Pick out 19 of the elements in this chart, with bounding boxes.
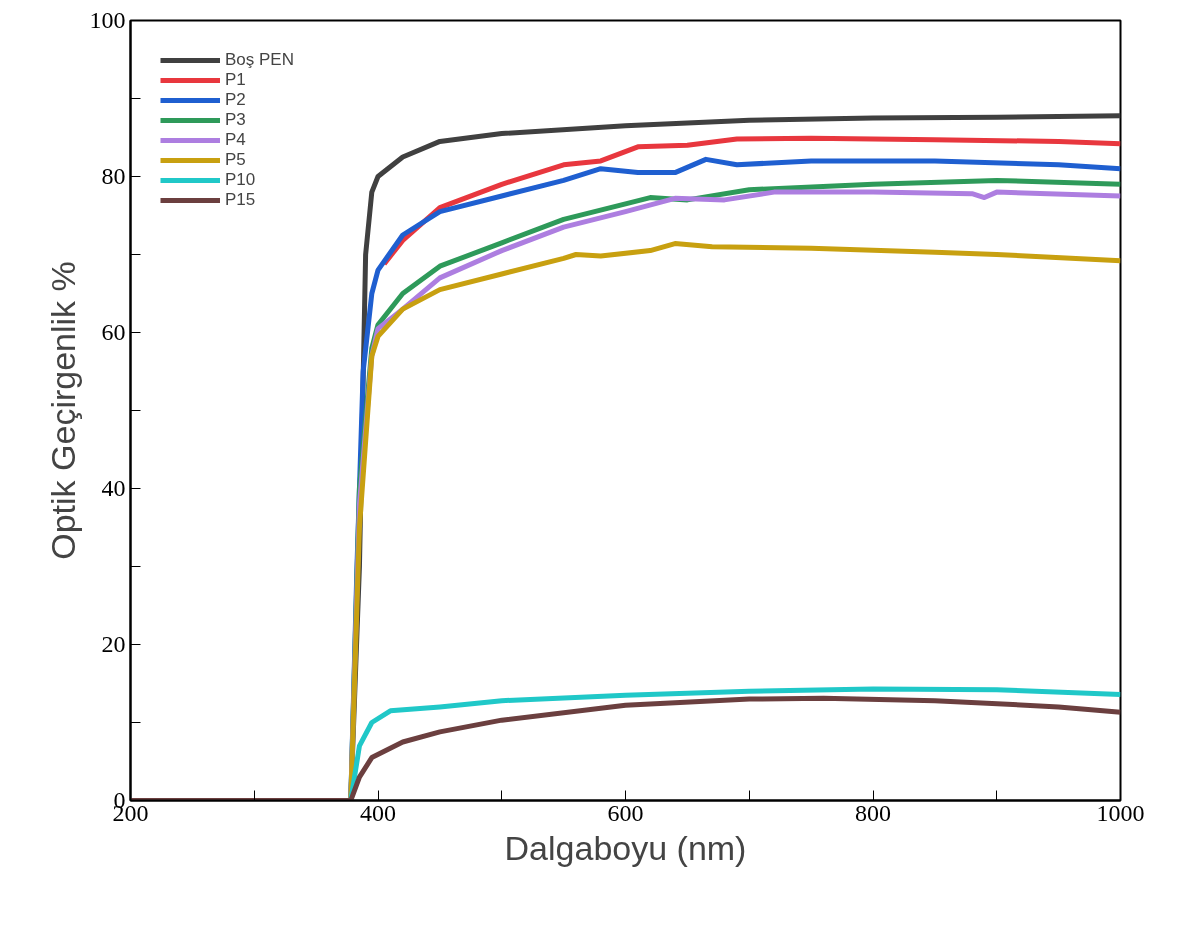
legend-label: Boş PEN: [225, 50, 294, 70]
legend-label: P15: [225, 190, 256, 210]
legend-label: P10: [225, 170, 256, 190]
legend-label: P2: [225, 90, 246, 110]
x-axis-title: Dalgaboyu (nm): [504, 828, 747, 867]
y-tick-label: 40: [101, 475, 126, 501]
y-tick-label: 20: [101, 631, 126, 657]
x-tick-label: 800: [855, 799, 891, 826]
y-axis-title: Optik Geçirgenlik %: [43, 261, 82, 560]
x-tick-label: 400: [360, 799, 396, 826]
legend-label: P4: [225, 130, 246, 150]
legend-label: P1: [225, 70, 246, 90]
y-tick-label: 80: [101, 163, 126, 189]
legend-label: P5: [225, 150, 246, 170]
y-tick-label: 60: [101, 319, 126, 345]
x-tick-label: 600: [607, 799, 644, 826]
y-tick-label: 100: [89, 7, 126, 33]
legend-label: P3: [225, 110, 246, 130]
x-tick-label: 1000: [1096, 799, 1145, 826]
